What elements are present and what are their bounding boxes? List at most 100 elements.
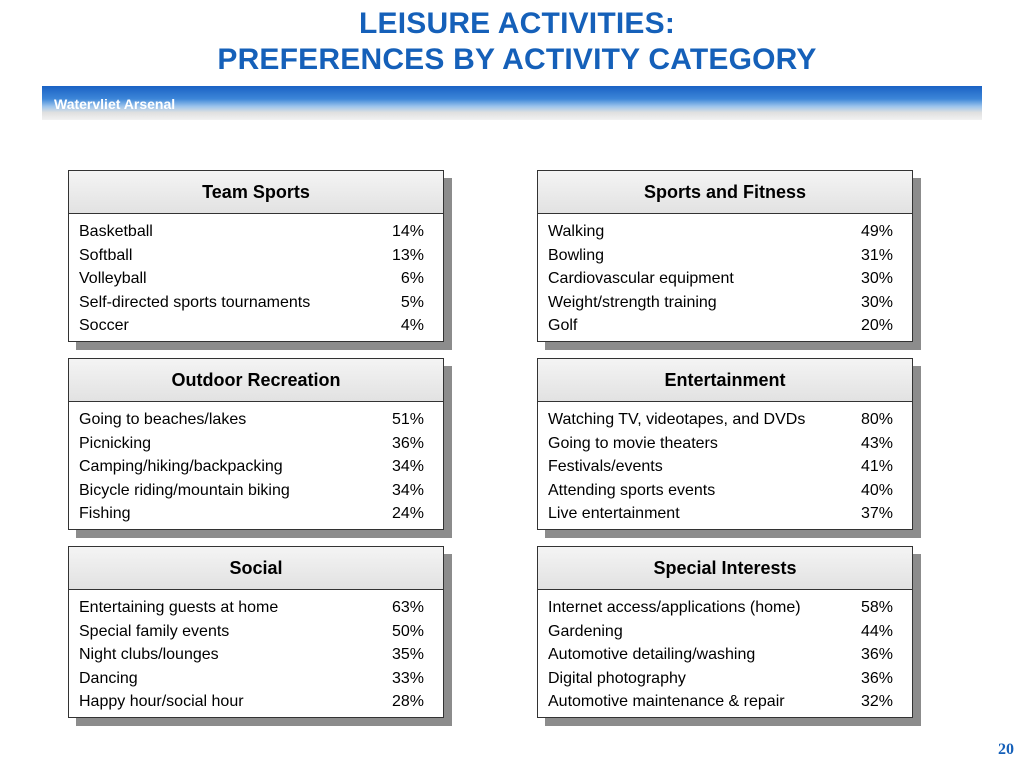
item-label: Bowling [548,246,605,264]
item-label: Fishing [79,505,131,522]
item-label: Soccer [79,317,129,334]
item-percent: 35% [391,646,424,663]
item-percent: 28% [391,693,424,710]
item-percent: 37% [860,505,893,522]
list-item: Going to movie theaters 43% [538,432,912,456]
card-box: Sports and Fitness Walking 49% Bowling 31%… [537,170,913,342]
item-label: Cardiovascular equipment [548,270,734,287]
item-percent: 31% [860,246,893,264]
page-number: 20 [998,741,1014,758]
list-item: Entertaining guests at home 63% [69,596,443,620]
item-percent: 20% [860,317,893,334]
item-percent: 5% [400,293,424,311]
list-item: Softball 13% [69,244,443,268]
card-title: Outdoor Recreation [69,359,443,402]
item-label: Picnicking [79,434,152,452]
item-percent: 33% [391,669,424,687]
list-item: Automotive detailing/washing 36% [538,643,912,667]
item-percent: 63% [391,599,424,616]
item-label: Attending sports events [548,481,716,499]
card-rows: Walking 49% Bowling 31% Cardiovascular equ… [538,214,912,338]
list-item: Volleyball 6% [69,267,443,291]
item-percent: 24% [391,505,424,522]
banner-label: Watervliet Arsenal [54,96,176,112]
item-label: Gardening [548,622,623,640]
card-box: Entertainment Watching TV, videotapes, a… [537,358,913,530]
item-percent: 30% [860,270,893,287]
category-card-sports-and-fitness: Sports and Fitness Walking 49% Bowling 31%… [537,170,921,350]
card-rows: Basketball 14% Softball 13% Volleyball 6% S… [69,214,443,338]
list-item: Camping/hiking/backpacking 34% [69,455,443,479]
item-percent: 50% [391,622,424,640]
item-percent: 41% [860,458,893,475]
list-item: Going to beaches/lakes 51% [69,408,443,432]
item-label: Digital photography [548,669,686,687]
item-label: Live entertainment [548,505,680,522]
card-rows: Watching TV, videotapes, and DVDs 80% Goi… [538,402,912,526]
item-label: Golf [548,317,578,334]
item-percent: 36% [860,669,893,687]
category-card-entertainment: Entertainment Watching TV, videotapes, a… [537,358,921,538]
item-label: Volleyball [79,270,147,287]
list-item: Bowling 31% [538,244,912,268]
item-percent: 40% [860,481,893,499]
list-item: Weight/strength training 30% [538,291,912,315]
list-item: Basketball 14% [69,220,443,244]
list-item: Watching TV, videotapes, and DVDs 80% [538,408,912,432]
list-item: Picnicking 36% [69,432,443,456]
category-card-outdoor-recreation: Outdoor Recreation Going to beaches/lake… [68,358,452,538]
item-label: Automotive maintenance & repair [548,693,785,710]
list-item: Night clubs/lounges 35% [69,643,443,667]
list-item: Golf 20% [538,314,912,338]
list-item: Soccer 4% [69,314,443,338]
category-card-special-interests: Special Interests Internet access/applic… [537,546,921,726]
list-item: Gardening 44% [538,620,912,644]
list-item: Attending sports events 40% [538,479,912,503]
item-percent: 49% [860,223,893,240]
item-label: Self-directed sports tournaments [79,293,311,311]
item-label: Entertaining guests at home [79,599,279,616]
item-label: Internet access/applications (home) [548,599,801,616]
title-line-1: LEISURE ACTIVITIES: [358,7,676,40]
card-title: Social [69,547,443,590]
list-item: Digital photography 36% [538,667,912,691]
item-label: Walking [548,223,605,240]
item-label: Camping/hiking/backpacking [79,458,283,475]
item-percent: 14% [391,223,424,240]
card-title: Team Sports [69,171,443,214]
list-item: Cardiovascular equipment 30% [538,267,912,291]
card-rows: Internet access/applications (home) 58% G… [538,590,912,714]
item-label: Basketball [79,223,153,240]
item-label: Weight/strength training [548,293,717,311]
item-label: Happy hour/social hour [79,693,244,710]
item-percent: 34% [391,458,424,475]
category-card-team-sports: Team Sports Basketball 14% Softball 13% Vo… [68,170,452,350]
item-percent: 4% [400,317,424,334]
item-label: Dancing [79,669,138,687]
card-rows: Going to beaches/lakes 51% Picnicking 36% … [69,402,443,526]
card-title: Entertainment [538,359,912,402]
header-banner: Watervliet Arsenal [42,86,982,120]
item-percent: 32% [860,693,893,710]
list-item: Special family events 50% [69,620,443,644]
list-item: Dancing 33% [69,667,443,691]
card-box: Outdoor Recreation Going to beaches/lake… [68,358,444,530]
item-label: Automotive detailing/washing [548,646,756,663]
item-label: Special family events [79,622,230,640]
list-item: Festivals/events 41% [538,455,912,479]
item-label: Going to movie theaters [548,434,718,452]
list-item: Fishing 24% [69,502,443,526]
item-percent: 44% [860,622,893,640]
list-item: Internet access/applications (home) 58% [538,596,912,620]
card-box: Special Interests Internet access/applic… [537,546,913,718]
card-rows: Entertaining guests at home 63% Special f… [69,590,443,714]
page-title: LEISURE ACTIVITIES: PREFERENCES BY ACTIV… [0,6,1024,78]
item-label: Bicycle riding/mountain biking [79,481,290,499]
item-percent: 80% [860,411,893,428]
item-label: Night clubs/lounges [79,646,219,663]
title-line-2: PREFERENCES BY ACTIVITY CATEGORY [217,43,817,76]
item-percent: 43% [860,434,893,452]
item-percent: 6% [400,270,424,287]
card-box: Social Entertaining guests at home 63% Sp… [68,546,444,718]
